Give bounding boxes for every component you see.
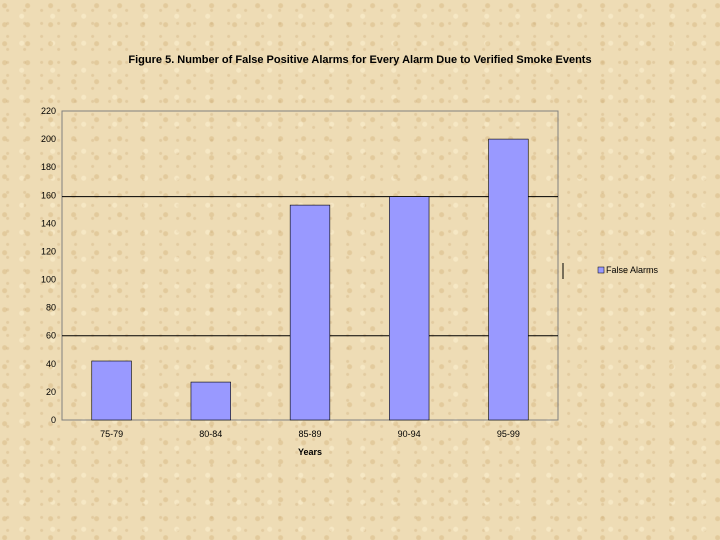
bar <box>389 196 430 421</box>
bars <box>91 138 529 421</box>
y-tick-label: 60 <box>46 331 56 341</box>
x-tick-label: 95-99 <box>497 429 520 439</box>
legend-label: False Alarms <box>606 265 659 275</box>
y-tick-label: 220 <box>41 106 56 116</box>
bar <box>488 138 529 421</box>
x-axis-label: Years <box>298 447 322 457</box>
x-tick-label: 90-94 <box>398 429 421 439</box>
y-tick-label: 80 <box>46 303 56 313</box>
x-axis-ticks: 75-79 80-84 85-89 90-94 95-99 <box>100 429 520 439</box>
legend-swatch <box>597 266 605 274</box>
chart-title: Figure 5. Number of False Positive Alarm… <box>128 54 591 66</box>
bar <box>289 204 331 421</box>
y-tick-label: 200 <box>41 134 56 144</box>
bar <box>190 381 231 421</box>
y-tick-label: 0 <box>51 415 56 425</box>
y-tick-label: 180 <box>41 162 56 172</box>
y-tick-label: 160 <box>41 190 56 200</box>
y-tick-label: 140 <box>41 218 56 228</box>
y-tick-label: 100 <box>41 275 56 285</box>
y-tick-label: 20 <box>46 387 56 397</box>
bar <box>91 360 132 421</box>
x-tick-label: 80-84 <box>199 429 222 439</box>
x-tick-label: 75-79 <box>100 429 123 439</box>
x-tick-label: 85-89 <box>298 429 321 439</box>
legend: False Alarms <box>562 263 659 279</box>
y-axis-ticks: 0 20 40 60 80 100 120 140 160 180 200 220 <box>41 106 56 425</box>
y-tick-label: 120 <box>41 246 56 256</box>
y-tick-label: 40 <box>46 359 56 369</box>
